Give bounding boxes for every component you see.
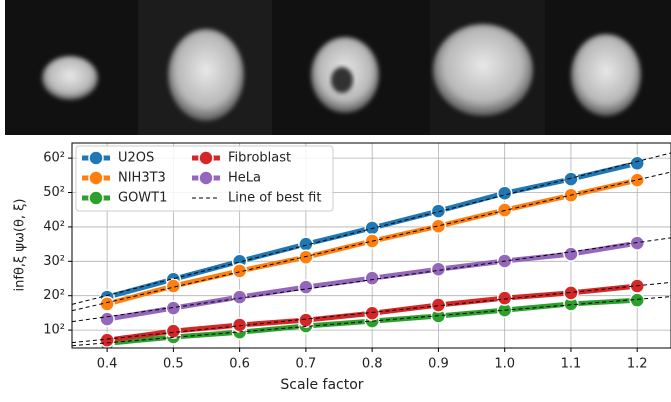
y-tick-label: 40²	[43, 219, 65, 234]
point	[564, 286, 578, 300]
legend-label: Fibroblast	[228, 151, 291, 166]
legend-marker	[89, 171, 103, 185]
x-tick-label: 0.7	[296, 357, 317, 372]
point	[630, 173, 644, 187]
legend: U2OS NIH3T3 GOWT1 Fibroblast HeLa Line of bes…	[76, 146, 333, 211]
y-tick-label: 60²	[43, 151, 65, 166]
x-tick-label: 0.9	[428, 357, 449, 372]
legend-label: GOWT1	[118, 191, 167, 206]
point	[365, 221, 379, 235]
point	[498, 291, 512, 305]
point	[100, 333, 114, 347]
figure: 0.4 0.5 0.6 0.7 0.8 0.9 1.0 1.1 1.2 10² 20² 30² 40² 5…	[0, 0, 671, 402]
point	[299, 250, 313, 264]
legend-label: U2OS	[118, 151, 154, 166]
point	[166, 324, 180, 338]
point	[299, 313, 313, 327]
point	[630, 156, 644, 170]
x-tick-label: 0.6	[229, 357, 250, 372]
legend-marker	[89, 191, 103, 205]
point	[365, 271, 379, 285]
point	[233, 290, 247, 304]
point	[299, 280, 313, 294]
point	[564, 172, 578, 186]
x-axis-label: Scale factor	[280, 377, 363, 393]
y-axis-label: infθ,ξ ψω(θ, ξ)	[13, 199, 28, 292]
x-tick-label: 0.4	[97, 357, 118, 372]
nucleus-images	[5, 0, 671, 135]
point	[166, 279, 180, 293]
y-tick-label: 50²	[43, 185, 65, 200]
legend-label: NIH3T3	[118, 171, 166, 186]
x-tick-label: 1.2	[627, 357, 648, 372]
point	[431, 204, 445, 218]
y-tick-label: 30²	[43, 254, 65, 269]
legend-label: HeLa	[228, 171, 261, 186]
legend-marker	[89, 151, 103, 165]
point	[100, 312, 114, 326]
point	[233, 318, 247, 332]
x-tick-label: 0.5	[163, 357, 184, 372]
y-tick-label: 10²	[43, 323, 65, 338]
point	[431, 219, 445, 233]
point	[431, 262, 445, 276]
legend-label: Line of best fit	[228, 191, 321, 206]
x-tick-label: 1.1	[561, 357, 582, 372]
legend-marker	[199, 151, 213, 165]
point	[564, 247, 578, 261]
point	[498, 186, 512, 200]
point	[166, 301, 180, 315]
x-tick-label: 1.0	[494, 357, 515, 372]
y-tick-label: 20²	[43, 288, 65, 303]
chart: 0.4 0.5 0.6 0.7 0.8 0.9 1.0 1.1 1.2 10² 20² 30² 40² 5…	[43, 143, 671, 372]
x-tick-label: 0.8	[362, 357, 383, 372]
legend-marker	[199, 171, 213, 185]
